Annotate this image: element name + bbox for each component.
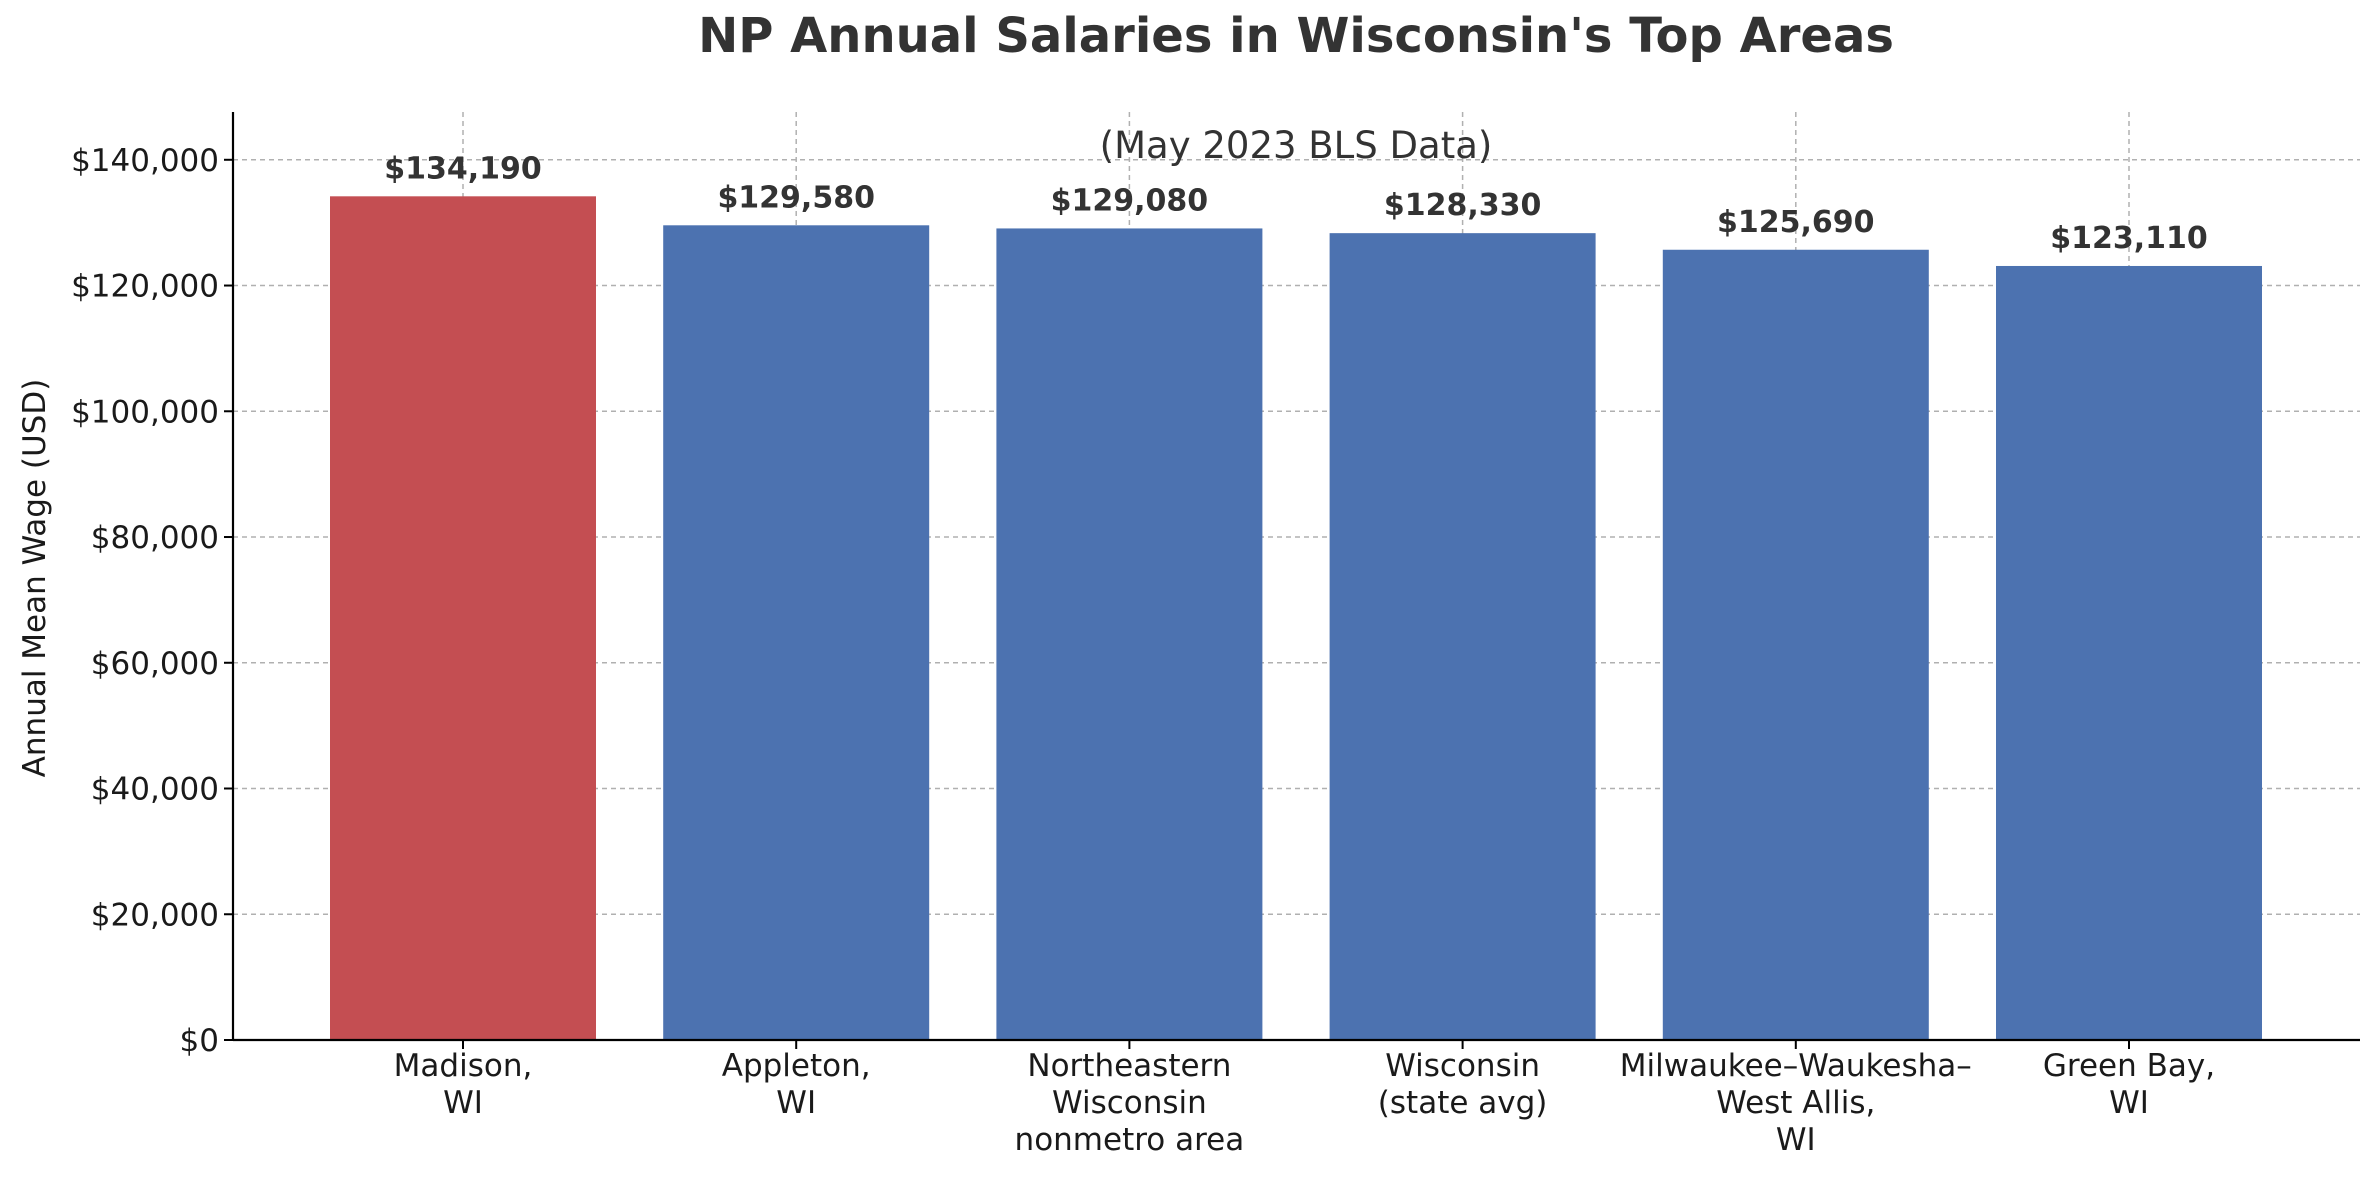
- bar: [1996, 265, 2262, 1040]
- bar: [1662, 249, 1929, 1041]
- y-tick-label: $80,000: [91, 520, 219, 556]
- x-tick-label: Appleton, WI: [722, 1048, 871, 1121]
- x-tick-label-line: Northeastern: [1027, 1048, 1231, 1084]
- x-tick-label-line: WI: [2109, 1085, 2149, 1121]
- x-tick-label-line: Wisconsin: [1385, 1048, 1540, 1084]
- chart-subtitle: (May 2023 BLS Data): [1100, 124, 1493, 167]
- bar: [996, 228, 1263, 1040]
- x-tick-label-line: Appleton,: [722, 1048, 871, 1084]
- y-axis-label: Annual Mean Wage (USD): [17, 379, 53, 778]
- x-tick-label: Madison, WI: [394, 1048, 533, 1121]
- bar: [663, 225, 930, 1040]
- x-tick-label: Northeastern Wisconsin nonmetro area: [1015, 1048, 1245, 1158]
- x-tick-label-line: Wisconsin: [1052, 1085, 1207, 1121]
- x-tick-label-line: nonmetro area: [1015, 1122, 1245, 1158]
- y-tick-label: $0: [180, 1023, 219, 1059]
- x-tick-label: Milwaukee–Waukesha– West Allis, WI: [1620, 1048, 1972, 1158]
- bar-value-label: $129,080: [1051, 183, 1209, 218]
- y-tick-label: $20,000: [91, 897, 219, 933]
- x-tick-label-line: Milwaukee–Waukesha–: [1620, 1048, 1972, 1084]
- y-tick-label: $140,000: [71, 143, 219, 179]
- bar-value-label: $123,110: [2050, 221, 2208, 256]
- x-tick-label-line: Green Bay,: [2043, 1048, 2215, 1084]
- x-tick-label-line: (state avg): [1378, 1085, 1548, 1121]
- value-labels: $134,190 $129,580 $129,080 $128,330 $125,690…: [384, 151, 2208, 256]
- y-axis-ticks: $0 $20,000 $40,000 $60,000 $80,000 $100,000 $1…: [71, 143, 233, 1059]
- bar-value-label: $128,330: [1384, 188, 1542, 223]
- chart-title: NP Annual Salaries in Wisconsin's Top Ar…: [698, 8, 1894, 64]
- y-tick-label: $60,000: [91, 646, 219, 682]
- bar-value-label: $129,580: [717, 180, 875, 215]
- bars: [330, 196, 2262, 1041]
- y-tick-label: $40,000: [91, 772, 219, 808]
- bar: [1329, 233, 1596, 1041]
- x-tick-label-line: Madison,: [394, 1048, 533, 1084]
- y-tick-label: $120,000: [71, 269, 219, 305]
- bar: [330, 196, 596, 1040]
- x-tick-label-line: West Allis,: [1716, 1085, 1875, 1121]
- x-tick-label-line: WI: [1776, 1122, 1816, 1158]
- x-tick-label: Green Bay, WI: [2043, 1048, 2215, 1121]
- bar-value-label: $125,690: [1717, 205, 1875, 240]
- axes: [231, 112, 2360, 1042]
- x-tick-label: Wisconsin (state avg): [1378, 1048, 1548, 1121]
- y-tick-label: $100,000: [71, 394, 219, 430]
- x-tick-label-line: WI: [776, 1085, 816, 1121]
- bar-value-label: $134,190: [384, 151, 542, 186]
- x-tick-label-line: WI: [443, 1085, 483, 1121]
